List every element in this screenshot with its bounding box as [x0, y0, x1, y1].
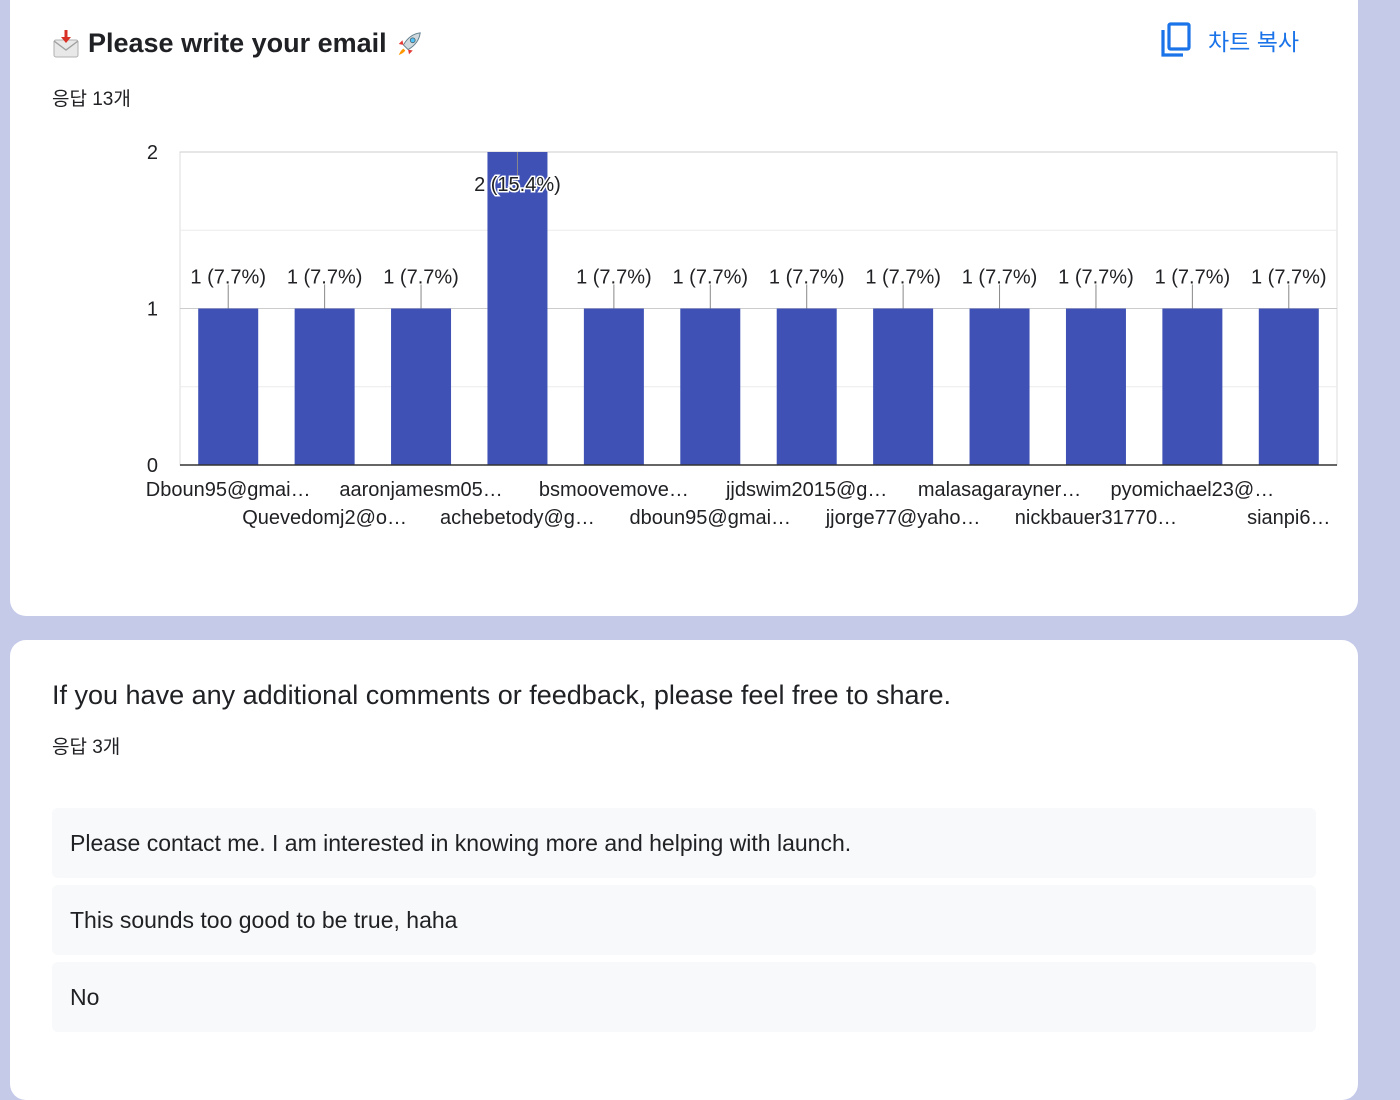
response-count: 응답 3개	[52, 737, 121, 758]
y-tick-label: 1	[147, 299, 158, 321]
data-label: 1 (7.7%)	[383, 267, 459, 289]
category-label: Dboun95@gmai…	[146, 479, 311, 501]
answer-list: Please contact me. I am interested in kn…	[52, 808, 1316, 1039]
answer-item: Please contact me. I am interested in kn…	[52, 808, 1316, 878]
bar	[294, 308, 355, 465]
question-title: Please write your email	[52, 28, 423, 59]
category-label: dboun95@gmai…	[630, 507, 792, 529]
category-label: malasagarayner…	[918, 479, 1081, 501]
category-label: achebetody@g…	[440, 507, 595, 529]
category-label: pyomichael23@…	[1111, 479, 1275, 501]
bar	[487, 152, 548, 465]
question-title-text: Please write your email	[88, 28, 387, 58]
bar	[873, 308, 934, 465]
data-label: 1 (7.7%)	[190, 267, 266, 289]
bar	[776, 308, 837, 465]
bar	[1258, 308, 1319, 465]
data-label: 1 (7.7%)	[769, 267, 845, 289]
response-count: 응답 13개	[52, 89, 131, 110]
y-tick-label: 0	[147, 455, 158, 477]
email-question-card: Please write your email 응답 13개 차트 복사 0 1 2…	[10, 0, 1358, 616]
data-label: 1 (7.7%)	[1251, 267, 1327, 289]
bar	[391, 308, 452, 465]
y-tick-label: 2	[147, 142, 158, 164]
category-label: nickbauer31770…	[1015, 507, 1177, 529]
feedback-question-card: If you have any additional comments or f…	[10, 640, 1358, 1100]
incoming-envelope-icon	[53, 29, 79, 57]
copy-chart-label: 차트 복사	[1208, 29, 1300, 55]
bar-chart: 0 1 2 1 (7.7%) Dboun95@gmai… 1 (7.7%) Quevedom…	[146, 142, 1338, 529]
data-label: 1 (7.7%)	[962, 267, 1038, 289]
data-label: 1 (7.7%)	[1155, 267, 1231, 289]
bar	[1065, 308, 1126, 465]
bar	[583, 308, 644, 465]
data-label: 1 (7.7%)	[287, 267, 363, 289]
copy-icon	[1161, 22, 1191, 57]
category-label: bsmoovemove…	[539, 479, 689, 501]
data-label: 1 (7.7%)	[865, 267, 941, 289]
question-title: If you have any additional comments or f…	[52, 680, 952, 710]
rocket-icon	[398, 31, 421, 55]
data-label: 2 (15.4%)	[474, 174, 561, 196]
category-label: aaronjamesm05…	[339, 479, 502, 501]
data-label: 1 (7.7%)	[576, 267, 652, 289]
bar	[680, 308, 741, 465]
category-label: jjdswim2015@g…	[725, 479, 887, 501]
data-label: 1 (7.7%)	[672, 267, 748, 289]
category-label: jjorge77@yaho…	[825, 507, 981, 529]
answer-item: No	[52, 962, 1316, 1032]
data-label: 1 (7.7%)	[1058, 267, 1134, 289]
copy-chart-button[interactable]: 차트 복사	[1160, 22, 1299, 58]
bar	[198, 308, 259, 465]
bar	[969, 308, 1030, 465]
bar	[1162, 308, 1223, 465]
category-label: sianpi6…	[1247, 507, 1330, 529]
category-label: Quevedomj2@o…	[242, 507, 407, 529]
answer-item: This sounds too good to be true, haha	[52, 885, 1316, 955]
